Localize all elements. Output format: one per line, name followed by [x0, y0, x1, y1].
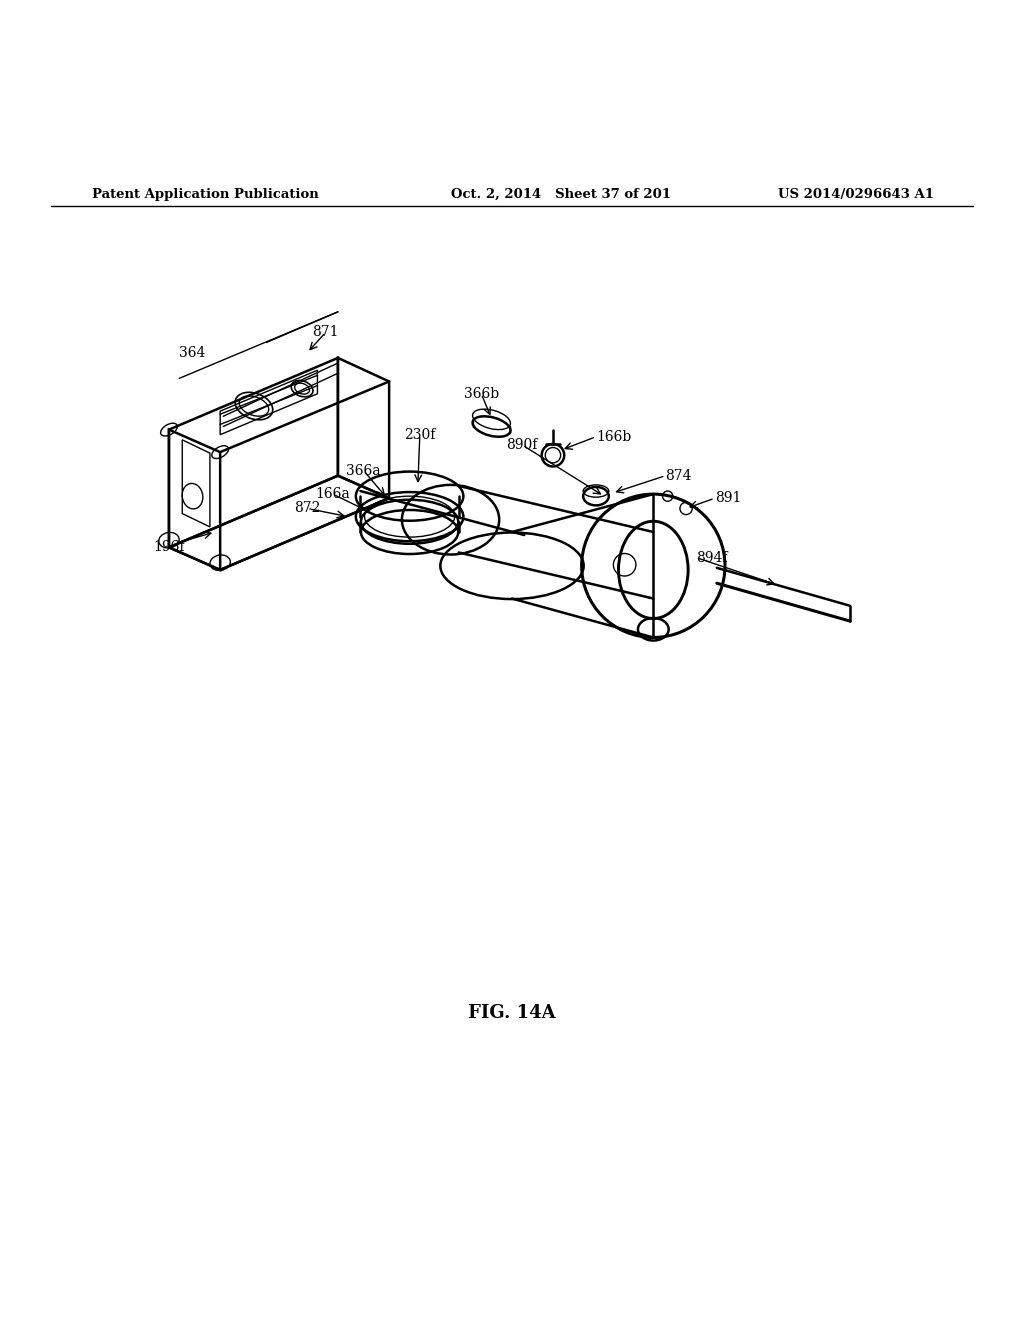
Text: 366b: 366b [464, 387, 499, 401]
Text: Patent Application Publication: Patent Application Publication [92, 187, 318, 201]
Text: 366a: 366a [346, 463, 381, 478]
Text: 166b: 166b [596, 430, 631, 444]
Text: 894f: 894f [696, 550, 728, 565]
Text: 891: 891 [715, 491, 741, 506]
Text: 230f: 230f [404, 428, 435, 442]
Text: 364: 364 [179, 346, 206, 360]
Text: 196f: 196f [154, 540, 184, 554]
Text: FIG. 14A: FIG. 14A [468, 1005, 556, 1022]
Text: 871: 871 [312, 325, 339, 339]
Text: 874: 874 [666, 469, 692, 483]
Text: US 2014/0296643 A1: US 2014/0296643 A1 [778, 187, 934, 201]
Text: Oct. 2, 2014   Sheet 37 of 201: Oct. 2, 2014 Sheet 37 of 201 [451, 187, 671, 201]
Text: 166a: 166a [315, 487, 350, 502]
Text: 890f: 890f [507, 438, 538, 451]
Text: 872: 872 [294, 502, 321, 515]
